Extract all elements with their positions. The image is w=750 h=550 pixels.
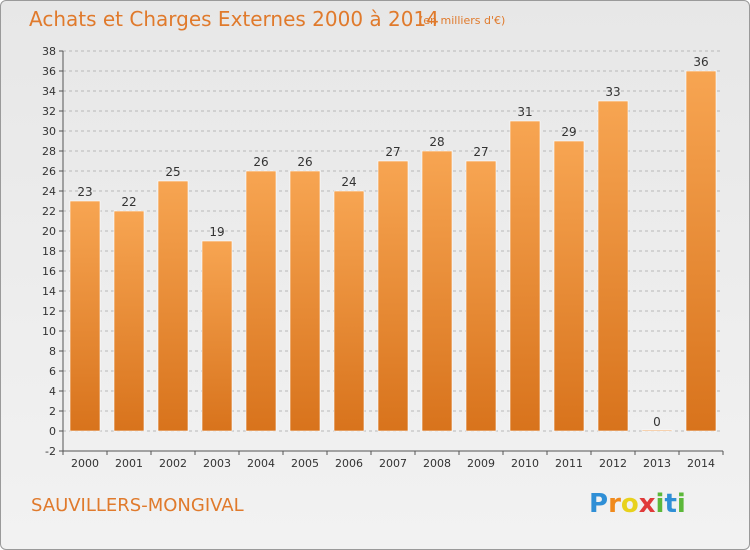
- bar-2000: [69, 200, 101, 432]
- value-label: 28: [429, 135, 444, 149]
- proxiti-logo: Proxiti: [589, 489, 686, 519]
- bar-2002: [157, 180, 189, 432]
- x-tick-label: 2005: [291, 457, 319, 470]
- value-labels: 23 22 25 19 26 26 24 27 28 27 31 29 33 0 36: [77, 55, 708, 429]
- y-tick-label: 28: [42, 145, 56, 158]
- x-tick-label: 2007: [379, 457, 407, 470]
- y-tick-label: 26: [42, 165, 56, 178]
- value-label: 33: [605, 85, 620, 99]
- y-tick-label: 14: [42, 285, 56, 298]
- value-label: 27: [473, 145, 488, 159]
- value-label: 31: [517, 105, 532, 119]
- y-tick-label: 32: [42, 105, 56, 118]
- bar-2007: [377, 160, 409, 432]
- bar-2006: [333, 190, 365, 432]
- x-tick-label: 2010: [511, 457, 539, 470]
- value-label: 22: [121, 195, 136, 209]
- x-tick-label: 2001: [115, 457, 143, 470]
- commune-name: SAUVILLERS-MONGIVAL: [31, 495, 244, 516]
- x-tick-label: 2000: [71, 457, 99, 470]
- value-label: 29: [561, 125, 576, 139]
- value-label: 36: [693, 55, 708, 69]
- x-tick-label: 2003: [203, 457, 231, 470]
- logo-letter: o: [620, 489, 639, 519]
- y-tick-label: 20: [42, 225, 56, 238]
- bar-2012: [597, 100, 629, 432]
- bars: [69, 70, 717, 432]
- chart-subtitle: (en milliers d'€): [419, 14, 506, 27]
- y-tick-label: 38: [42, 45, 56, 58]
- value-label: 19: [209, 225, 224, 239]
- y-tick-label: 4: [49, 385, 56, 398]
- y-tick-label: 10: [42, 325, 56, 338]
- bar-2005: [289, 170, 321, 432]
- logo-letter: P: [589, 489, 609, 519]
- y-tick-label: 36: [42, 65, 56, 78]
- value-label: 25: [165, 165, 180, 179]
- bar-2008: [421, 150, 453, 432]
- value-label: 23: [77, 185, 92, 199]
- x-tick-label: 2008: [423, 457, 451, 470]
- y-tick-label: 22: [42, 205, 56, 218]
- x-tick-label: 2012: [599, 457, 627, 470]
- logo-letter: t: [664, 489, 677, 519]
- y-tick-label: 0: [49, 425, 56, 438]
- bar-2009: [465, 160, 497, 432]
- y-tick-label: 34: [42, 85, 56, 98]
- logo-letter: x: [638, 489, 656, 519]
- x-tick-label: 2013: [643, 457, 671, 470]
- y-tick-label: 12: [42, 305, 56, 318]
- logo-letter: r: [608, 489, 621, 519]
- bar-2003: [201, 240, 233, 432]
- bar-2004: [245, 170, 277, 432]
- y-tick-label: 2: [49, 405, 56, 418]
- y-tick-label: 6: [49, 365, 56, 378]
- bar-2014: [685, 70, 717, 432]
- y-tick-label: -2: [45, 445, 56, 458]
- x-tick-label: 2004: [247, 457, 275, 470]
- bar-2010: [509, 120, 541, 432]
- bar-2001: [113, 210, 145, 432]
- y-tick-label: 18: [42, 245, 56, 258]
- logo-letter: i: [676, 489, 686, 519]
- axes: -202468101214161820222426283032343638200…: [42, 45, 724, 470]
- y-tick-label: 30: [42, 125, 56, 138]
- y-tick-label: 24: [42, 185, 56, 198]
- value-label: 26: [297, 155, 312, 169]
- x-tick-label: 2002: [159, 457, 187, 470]
- value-label: 24: [341, 175, 356, 189]
- y-tick-label: 16: [42, 265, 56, 278]
- value-label: 0: [653, 415, 661, 429]
- value-label: 27: [385, 145, 400, 159]
- bar-2013: [641, 429, 673, 432]
- y-tick-label: 8: [49, 345, 56, 358]
- logo-letter: i: [655, 489, 665, 519]
- value-label: 26: [253, 155, 268, 169]
- x-tick-label: 2011: [555, 457, 583, 470]
- chart-title: Achats et Charges Externes 2000 à 2014: [29, 7, 439, 31]
- x-tick-label: 2014: [687, 457, 715, 470]
- x-tick-label: 2006: [335, 457, 363, 470]
- bar-2011: [553, 140, 585, 432]
- x-tick-label: 2009: [467, 457, 495, 470]
